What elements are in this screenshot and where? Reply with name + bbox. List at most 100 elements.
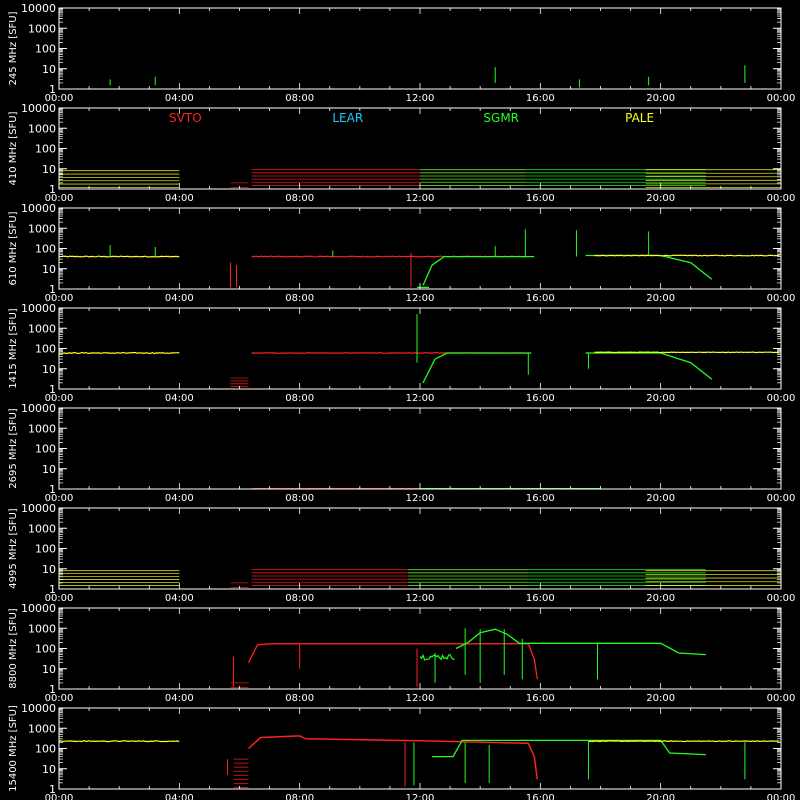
x-tick-label: 04:00 — [165, 193, 194, 204]
legend-sgmr: SGMR — [483, 111, 519, 125]
x-tick-label: 04:00 — [165, 693, 194, 704]
y-tick-label: 1000 — [28, 422, 56, 435]
x-tick-label: 04:00 — [165, 593, 194, 604]
panel-frame — [58, 707, 782, 790]
y-tick-label: 1000 — [28, 222, 56, 235]
x-tick-label: 20:00 — [646, 693, 675, 704]
y-tick-label: 100 — [35, 343, 56, 356]
x-tick-label: 16:00 — [526, 393, 555, 404]
y-tick-label: 100 — [35, 243, 56, 256]
y-axis-label: 4995 MHz [SFU] — [8, 508, 19, 589]
x-tick-label: 12:00 — [406, 493, 435, 504]
x-tick-label: 00:00 — [767, 93, 796, 104]
y-tick-label: 1000 — [28, 22, 56, 35]
y-tick-label: 10 — [42, 563, 56, 576]
x-tick-label: 04:00 — [165, 93, 194, 104]
y-tick-label: 10000 — [21, 502, 56, 515]
x-tick-label: 04:00 — [165, 793, 194, 800]
x-tick-label: 16:00 — [526, 593, 555, 604]
y-tick-label: 10 — [42, 663, 56, 676]
x-tick-label: 00:00 — [767, 693, 796, 704]
y-tick-label: 1 — [49, 783, 56, 796]
y-tick-label: 1000 — [28, 122, 56, 135]
y-tick-label: 1 — [49, 83, 56, 96]
x-tick-label: 00:00 — [767, 793, 796, 800]
flux-trace — [59, 351, 180, 355]
panel-frame — [58, 407, 782, 490]
legend-lear: LEAR — [332, 111, 363, 125]
flux-trace — [419, 653, 455, 661]
y-tick-label: 10 — [42, 263, 56, 276]
flux-trace — [247, 643, 538, 680]
y-tick-label: 10000 — [21, 702, 56, 715]
x-tick-label: 00:00 — [767, 593, 796, 604]
flux-trace — [422, 255, 535, 286]
flux-trace — [432, 739, 706, 758]
y-tick-label: 100 — [35, 43, 56, 56]
flux-trace — [585, 254, 713, 280]
y-axis-label: 15400 MHz [SFU] — [8, 705, 19, 792]
x-tick-label: 00:00 — [45, 293, 74, 304]
y-tick-label: 10 — [42, 163, 56, 176]
y-tick-label: 1 — [49, 483, 56, 496]
x-tick-label: 12:00 — [406, 593, 435, 604]
legend-svto: SVTO — [169, 111, 202, 125]
flux-trace — [585, 352, 713, 380]
x-tick-label: 00:00 — [45, 393, 74, 404]
x-tick-label: 16:00 — [526, 693, 555, 704]
y-axis-label: 1415 MHz [SFU] — [8, 308, 19, 389]
x-tick-label: 20:00 — [646, 393, 675, 404]
y-axis-label: 610 MHz [SFU] — [8, 211, 19, 285]
legend-pale: PALE — [625, 111, 654, 125]
panel-frame — [58, 307, 782, 390]
y-tick-label: 10000 — [21, 602, 56, 615]
x-tick-label: 04:00 — [165, 393, 194, 404]
y-tick-label: 1000 — [28, 622, 56, 635]
flux-trace — [247, 735, 539, 780]
x-tick-label: 08:00 — [285, 293, 314, 304]
panel-frame — [58, 207, 782, 290]
y-tick-label: 10 — [42, 463, 56, 476]
x-tick-label: 20:00 — [646, 493, 675, 504]
y-tick-label: 1 — [49, 183, 56, 196]
x-tick-label: 12:00 — [406, 693, 435, 704]
panel-frame — [58, 7, 782, 90]
y-tick-label: 100 — [35, 443, 56, 456]
x-tick-label: 00:00 — [45, 593, 74, 604]
y-tick-label: 1000 — [28, 322, 56, 335]
x-tick-label: 08:00 — [285, 393, 314, 404]
x-tick-label: 12:00 — [406, 93, 435, 104]
x-tick-label: 20:00 — [646, 293, 675, 304]
flux-trace — [588, 740, 780, 743]
x-tick-label: 00:00 — [767, 393, 796, 404]
flux-trace — [594, 254, 780, 257]
x-tick-label: 20:00 — [646, 193, 675, 204]
y-tick-label: 1 — [49, 383, 56, 396]
x-tick-label: 20:00 — [646, 593, 675, 604]
x-tick-label: 12:00 — [406, 393, 435, 404]
y-tick-label: 10 — [42, 363, 56, 376]
y-tick-label: 10 — [42, 63, 56, 76]
y-tick-label: 1 — [49, 683, 56, 696]
x-tick-label: 08:00 — [285, 93, 314, 104]
y-tick-label: 1 — [49, 583, 56, 596]
x-tick-label: 12:00 — [406, 193, 435, 204]
x-tick-label: 16:00 — [526, 193, 555, 204]
y-tick-label: 10000 — [21, 2, 56, 15]
y-tick-label: 1000 — [28, 522, 56, 535]
x-tick-label: 04:00 — [165, 293, 194, 304]
x-tick-label: 00:00 — [45, 693, 74, 704]
flux-trace — [455, 628, 706, 656]
x-tick-label: 00:00 — [767, 193, 796, 204]
x-tick-label: 00:00 — [45, 793, 74, 800]
y-tick-label: 100 — [35, 743, 56, 756]
x-tick-label: 00:00 — [45, 493, 74, 504]
y-tick-label: 10000 — [21, 102, 56, 115]
y-tick-label: 10000 — [21, 302, 56, 315]
flux-trace — [422, 352, 532, 384]
flux-trace — [58, 740, 180, 743]
x-tick-label: 00:00 — [767, 493, 796, 504]
y-tick-label: 10 — [42, 763, 56, 776]
y-axis-label: 245 MHz [SFU] — [8, 11, 19, 85]
